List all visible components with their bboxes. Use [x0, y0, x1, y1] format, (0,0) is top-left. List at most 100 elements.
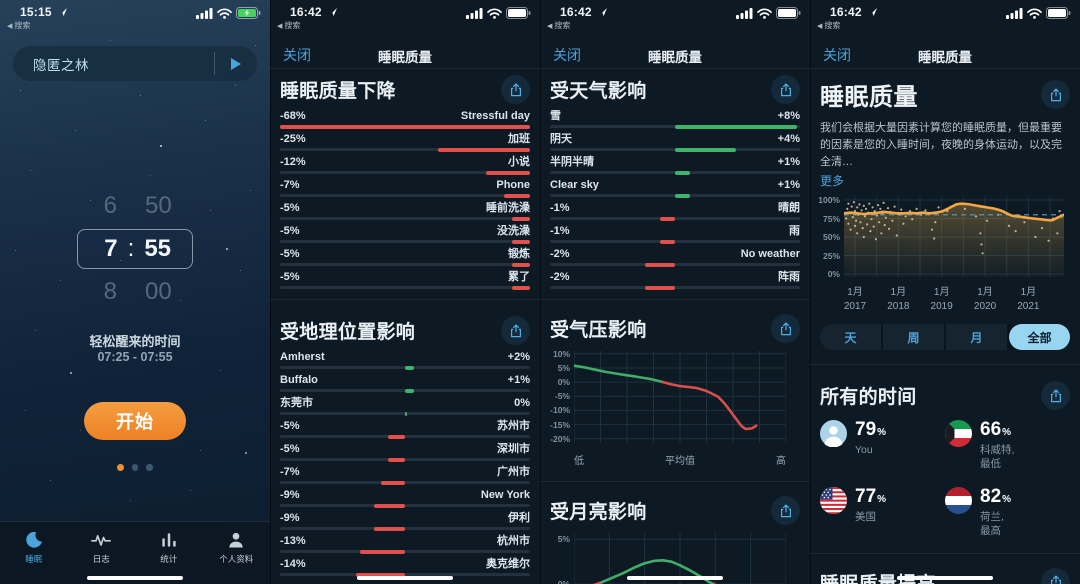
nav-title: 睡眠质量 — [648, 50, 702, 65]
close-button[interactable]: 关闭 — [823, 47, 851, 63]
segment-all[interactable]: 全部 — [1009, 324, 1070, 351]
share-button[interactable] — [771, 496, 800, 525]
bar-right-label: 小说 — [508, 156, 530, 168]
bar-left-label: -5% — [280, 443, 300, 455]
y-tick-label: 5% — [557, 362, 570, 373]
back-to-search-link[interactable]: ◀ 搜索 — [817, 21, 841, 30]
home-indicator[interactable] — [627, 575, 723, 580]
picker-selected-time: 7:55 — [76, 229, 194, 269]
scroll-content[interactable]: 睡眠质量下降 -68% Stressful day -25% 加班 -12% 小说 -7% P… — [270, 69, 540, 584]
history-chart: 100% 75% 50% 25% 0% 1月 2017 1月 2018 1月 2019 1月 … — [810, 189, 1080, 314]
location-arrow-icon — [599, 8, 607, 16]
share-button[interactable] — [501, 75, 530, 104]
status-time: 15:15 — [20, 5, 52, 19]
segment-day[interactable]: 天 — [820, 324, 881, 351]
bar-right-label: +1% — [777, 156, 800, 168]
back-to-search-link[interactable]: ◀ 搜索 — [547, 21, 571, 30]
play-sound-button[interactable] — [215, 57, 257, 70]
bar-track — [280, 480, 530, 485]
share-icon — [780, 503, 791, 517]
share-button[interactable] — [771, 75, 800, 104]
bar-track — [280, 147, 530, 152]
bar-row: -9% 伊利 — [280, 512, 530, 531]
bar-right-label: 没洗澡 — [497, 225, 530, 237]
scroll-content[interactable]: 受天气影响 雪 +8% 阴天 +4% 半阴半晴 +1% Clear sky +1% -1% 晴朗 -… — [540, 69, 810, 584]
location-arrow-icon — [59, 8, 67, 16]
wifi-icon — [487, 7, 502, 19]
close-button[interactable]: 关闭 — [553, 47, 581, 63]
share-button[interactable] — [1041, 80, 1070, 109]
x-tick-label: 1月 2020 — [973, 287, 997, 312]
bar-left-label: -1% — [550, 225, 570, 237]
bar-track — [550, 216, 800, 221]
more-link[interactable]: 更多 — [820, 174, 845, 189]
bar-left-label: -2% — [550, 271, 570, 283]
history-x-labels: 1月 2017 1月 2018 1月 2019 1月 2020 1月 2021 — [844, 286, 1064, 314]
alarm-sound-field[interactable]: 隐匿之林 — [13, 46, 257, 81]
bar-left-label: -5% — [280, 271, 300, 283]
home-indicator[interactable] — [357, 575, 453, 580]
bar-row: -12% 小说 — [280, 156, 530, 175]
scroll-content[interactable]: 睡眠质量 我们会根据大量因素计算您的睡眠质量，但最重要的因素是您的入睡时间，夜晚… — [810, 69, 1080, 584]
bar-track — [280, 549, 530, 554]
tab-profile[interactable]: 个人资料 — [203, 522, 271, 584]
battery-charging-icon — [236, 7, 261, 19]
section-title: 受气压影响 — [550, 320, 647, 341]
bar-left-label: -9% — [280, 489, 300, 501]
moon-icon — [26, 531, 42, 548]
bar-row: 半阴半晴 +1% — [550, 156, 800, 175]
segment-week[interactable]: 周 — [883, 324, 944, 351]
bar-left-label: 东莞市 — [280, 397, 313, 409]
bar-right-label: 伊利 — [508, 512, 530, 524]
back-to-search-link[interactable]: ◀ 搜索 — [277, 21, 301, 30]
bar-fill — [675, 147, 736, 152]
person-icon — [229, 532, 243, 548]
x-tick-label: 高 — [776, 456, 786, 467]
y-tick-label: 100% — [818, 195, 840, 206]
tab-journal[interactable]: 日志 — [68, 522, 136, 584]
share-button[interactable] — [771, 314, 800, 343]
share-button[interactable] — [1041, 381, 1070, 411]
y-tick-label: 25% — [822, 250, 840, 261]
status-time: 16:42 — [560, 5, 592, 19]
share-button[interactable] — [501, 316, 530, 345]
y-tick-label: 0% — [557, 377, 570, 388]
share-button[interactable] — [1041, 567, 1070, 584]
bar-right-label: 广州市 — [497, 466, 530, 478]
bar-track — [280, 216, 530, 221]
tab-sleep[interactable]: 睡眠 — [0, 522, 68, 584]
y-tick-label: 50% — [822, 232, 840, 243]
bar-row: Amherst +2% — [280, 351, 530, 370]
home-indicator[interactable] — [897, 575, 993, 580]
segment-month[interactable]: 月 — [946, 324, 1007, 351]
bar-left-label: -68% — [280, 110, 306, 122]
pressure-x-labels: 低 平均值 高 — [574, 452, 786, 467]
cellular-signal-icon — [736, 7, 753, 19]
bar-track — [280, 411, 530, 416]
bar-fill — [373, 503, 405, 508]
bar-fill — [405, 388, 414, 393]
bar-right-label: 深圳市 — [497, 443, 530, 455]
bar-track — [550, 262, 800, 267]
bar-right-label: 苏州市 — [497, 420, 530, 432]
close-button[interactable]: 关闭 — [283, 47, 311, 63]
x-tick-label: 1月 2017 — [843, 287, 867, 312]
tab-statistics[interactable]: 统计 — [135, 522, 203, 584]
share-icon — [510, 82, 521, 96]
status-time: 16:42 — [830, 5, 862, 19]
page-dots[interactable] — [0, 464, 270, 471]
bar-right-label: Phone — [496, 179, 530, 191]
share-icon — [1050, 389, 1061, 402]
bar-left-label: -2% — [550, 248, 570, 260]
bar-fill — [485, 170, 530, 175]
bar-row: -2% 阵雨 — [550, 271, 800, 290]
home-indicator[interactable] — [87, 575, 183, 580]
back-to-search-link[interactable]: ◀ 搜索 — [7, 21, 31, 30]
bar-right-label: 0% — [514, 397, 530, 409]
bar-right-label: 晴朗 — [778, 202, 800, 214]
wake-time-picker[interactable]: 6 50 7:55 8 00 — [0, 190, 270, 308]
status-icons — [736, 7, 801, 19]
bar-fill — [405, 365, 414, 370]
bar-right-label: New York — [480, 489, 530, 501]
start-button[interactable]: 开始 — [84, 402, 186, 440]
